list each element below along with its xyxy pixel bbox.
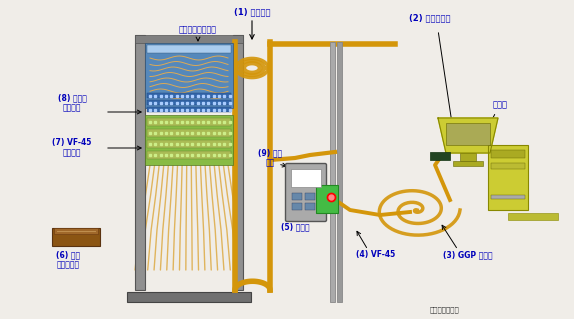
Text: 千家综合布线网: 千家综合布线网 <box>430 307 460 313</box>
Bar <box>330 42 335 302</box>
Text: (1) 水平光缆: (1) 水平光缆 <box>234 8 270 17</box>
Bar <box>305 203 315 210</box>
Text: (4) VF-45: (4) VF-45 <box>356 250 395 259</box>
Bar <box>488 145 528 210</box>
Bar <box>233 35 243 290</box>
Bar <box>491 150 525 158</box>
Bar <box>147 140 231 148</box>
Bar <box>147 93 231 98</box>
Bar <box>147 45 231 53</box>
Bar <box>292 203 302 210</box>
Bar <box>316 185 338 213</box>
Bar <box>453 161 483 166</box>
Bar <box>291 169 321 187</box>
Text: (9) 测试
设备: (9) 测试 设备 <box>258 148 282 168</box>
Text: (5) 配线盒: (5) 配线盒 <box>281 222 309 232</box>
Text: (7) VF-45
光配线架: (7) VF-45 光配线架 <box>52 138 92 158</box>
Bar <box>446 123 490 145</box>
Text: 光网卡: 光网卡 <box>492 100 507 109</box>
Bar <box>147 151 231 159</box>
Bar <box>147 100 231 105</box>
Bar <box>145 115 233 165</box>
Text: (3) GGP 光缆线: (3) GGP 光缆线 <box>443 250 493 259</box>
Bar <box>135 35 145 290</box>
Bar <box>147 129 231 137</box>
Bar <box>54 228 98 234</box>
Bar <box>147 107 231 112</box>
Bar <box>52 228 100 246</box>
Bar <box>337 42 342 302</box>
Text: (8) 机架式
光线连接: (8) 机架式 光线连接 <box>57 93 87 113</box>
FancyBboxPatch shape <box>285 164 327 221</box>
Text: 光交换机，集线器: 光交换机，集线器 <box>179 26 217 34</box>
Bar <box>292 193 302 200</box>
Bar <box>491 163 525 169</box>
Bar <box>430 152 450 160</box>
Bar <box>491 195 525 199</box>
Bar <box>145 43 233 108</box>
Bar <box>127 292 251 302</box>
Text: (2) 光线转接器: (2) 光线转接器 <box>409 13 451 23</box>
Polygon shape <box>438 118 498 153</box>
Bar <box>305 193 315 200</box>
Bar <box>508 213 558 220</box>
Bar <box>147 118 231 126</box>
Text: (6) 光纤
破切工具简: (6) 光纤 破切工具简 <box>56 250 80 270</box>
Bar <box>460 153 476 161</box>
Bar <box>135 35 243 43</box>
